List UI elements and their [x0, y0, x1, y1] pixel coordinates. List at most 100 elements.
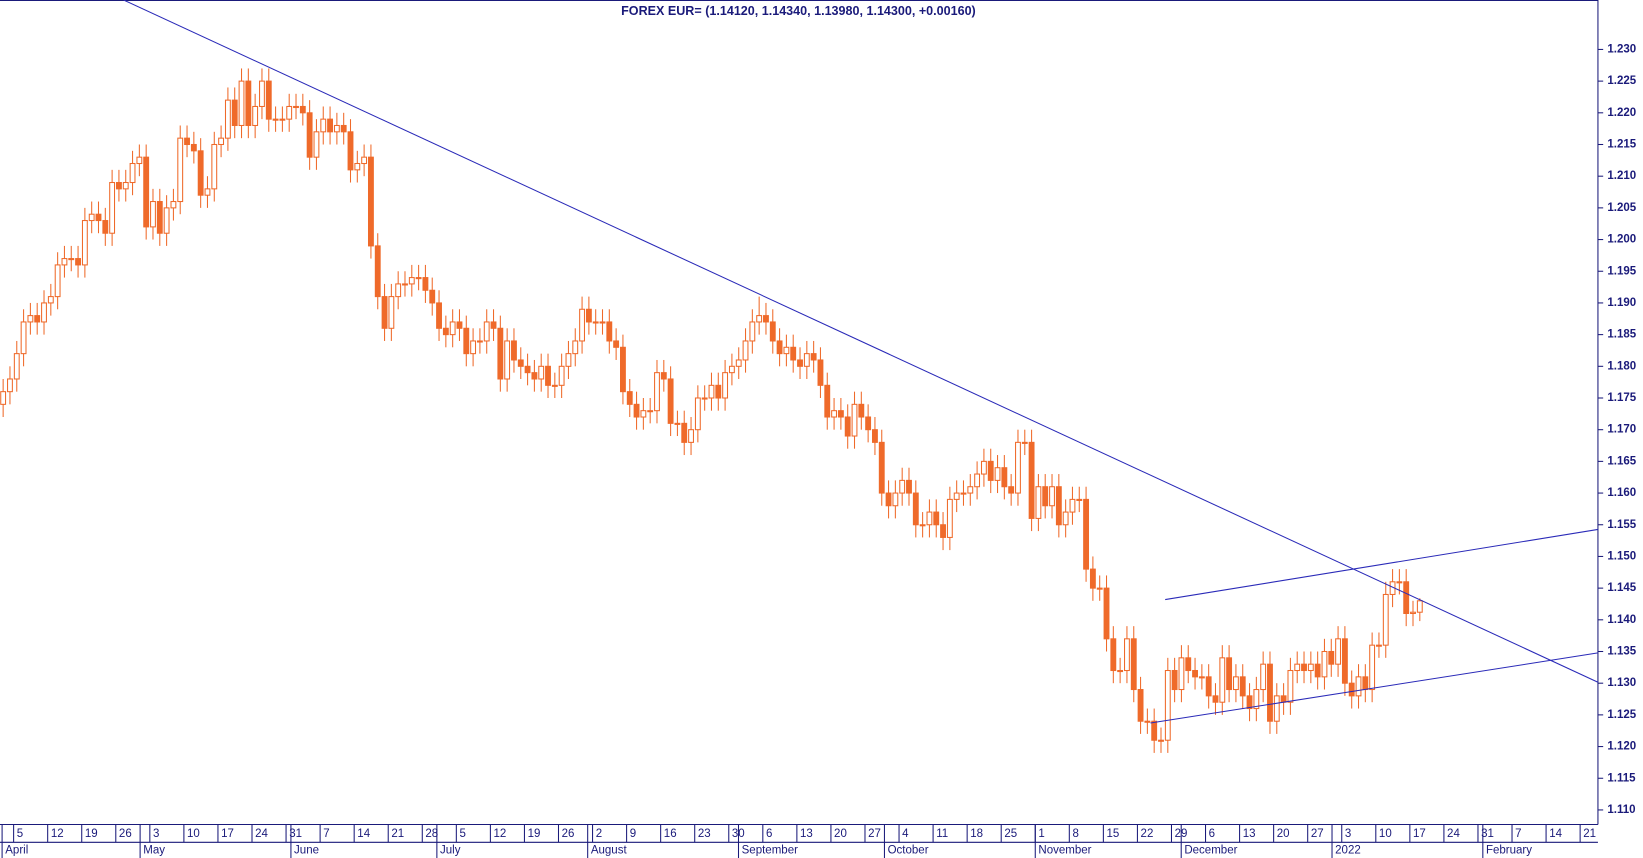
candle-body: [381, 296, 388, 329]
y-tick-label: 1.140: [1607, 614, 1636, 626]
month-label: August: [591, 845, 628, 857]
candle-body: [1042, 486, 1049, 507]
candle-body: [190, 143, 197, 152]
candle-body: [95, 213, 102, 222]
candle-body: [1083, 498, 1090, 570]
candle-body: [81, 220, 88, 266]
candle-body: [1294, 663, 1301, 672]
candle-body: [1362, 676, 1369, 691]
candle-body: [803, 353, 810, 367]
candle-body: [967, 486, 974, 494]
candle-body: [177, 137, 184, 203]
candle-body: [1164, 669, 1171, 741]
candle-body: [994, 467, 1001, 481]
candle-body: [1328, 650, 1335, 665]
candle-body: [620, 346, 626, 393]
x-tick-label: 25: [1004, 828, 1017, 840]
candle-body: [1396, 581, 1403, 584]
candle-body: [1008, 486, 1015, 494]
candle-body: [735, 359, 742, 367]
candle-body: [810, 353, 817, 361]
candle-body: [551, 384, 558, 387]
y-tick-label: 1.190: [1607, 297, 1636, 309]
candle-body: [674, 422, 681, 425]
candle-body: [667, 378, 674, 424]
candle-body: [1144, 720, 1151, 723]
y-tick-label: 1.205: [1607, 202, 1636, 214]
candle-body: [1239, 676, 1246, 697]
candle-body: [13, 353, 20, 380]
candle-body: [640, 410, 647, 418]
x-tick-label: 3: [1345, 828, 1351, 840]
x-tick-label: 23: [698, 828, 711, 840]
x-tick-label: 10: [187, 828, 200, 840]
candle-body: [865, 416, 872, 431]
candle-body: [211, 143, 218, 190]
y-tick-label: 1.185: [1607, 329, 1636, 341]
y-tick-label: 1.165: [1607, 455, 1636, 467]
candle-body: [449, 321, 456, 336]
candle-body: [531, 372, 538, 380]
month-label: September: [742, 845, 798, 857]
candle-body: [163, 207, 170, 234]
candle-body: [170, 201, 177, 209]
candle-body: [1137, 689, 1144, 722]
candle-body: [837, 410, 844, 418]
x-tick-label: 22: [1141, 828, 1154, 840]
candle-body: [592, 321, 599, 324]
candle-body: [47, 296, 54, 304]
x-tick-label: 26: [119, 828, 132, 840]
candle-body: [442, 327, 449, 336]
candle-body: [497, 327, 504, 380]
candle-body: [115, 181, 122, 190]
candle-body: [797, 359, 803, 367]
y-tick-label: 1.180: [1607, 360, 1636, 372]
candle-body: [1307, 663, 1314, 672]
x-tick-label: 13: [800, 828, 813, 840]
candle-body: [7, 378, 13, 393]
candle-body: [749, 321, 756, 342]
month-label: October: [888, 845, 929, 857]
x-tick-label: 4: [902, 828, 909, 840]
x-tick-label: 12: [494, 828, 507, 840]
candle-body: [1314, 663, 1321, 678]
candle-body: [926, 511, 933, 526]
candle-body: [156, 201, 163, 234]
x-tick-label: 2: [596, 828, 602, 840]
candle-body: [320, 118, 327, 133]
candle-body: [946, 498, 953, 538]
candle-body: [313, 131, 320, 158]
chart-title: FOREX EUR= (1.14120, 1.14340, 1.13980, 1…: [621, 4, 976, 18]
candle-body: [1410, 611, 1416, 614]
candle-body: [701, 397, 708, 400]
candle-body: [252, 105, 259, 127]
candle-body: [1110, 638, 1117, 672]
candle-body: [333, 124, 340, 133]
y-tick-label: 1.220: [1607, 107, 1636, 119]
candle-body: [790, 346, 797, 361]
candle-body: [27, 315, 34, 323]
y-tick-label: 1.135: [1607, 646, 1636, 658]
candle-body: [763, 315, 769, 323]
candle-body: [1103, 587, 1110, 640]
candle-body: [715, 384, 722, 399]
candle-body: [204, 188, 211, 196]
candle-body: [524, 365, 531, 374]
candle-body: [20, 321, 27, 355]
candle-body: [987, 460, 994, 481]
candle-body: [122, 181, 129, 190]
candle-body: [872, 429, 878, 443]
candle-body: [1001, 467, 1008, 488]
candle-body: [878, 441, 885, 494]
candle-body: [1321, 650, 1328, 678]
candle-body: [1185, 657, 1192, 672]
candle-body: [858, 403, 865, 418]
x-tick-label: 9: [630, 828, 636, 840]
candle-body: [606, 321, 613, 342]
candle-body: [844, 416, 851, 437]
candle-body: [538, 365, 545, 380]
candle-body: [61, 258, 68, 266]
candle-body: [953, 492, 960, 500]
candle-body: [1089, 568, 1096, 589]
